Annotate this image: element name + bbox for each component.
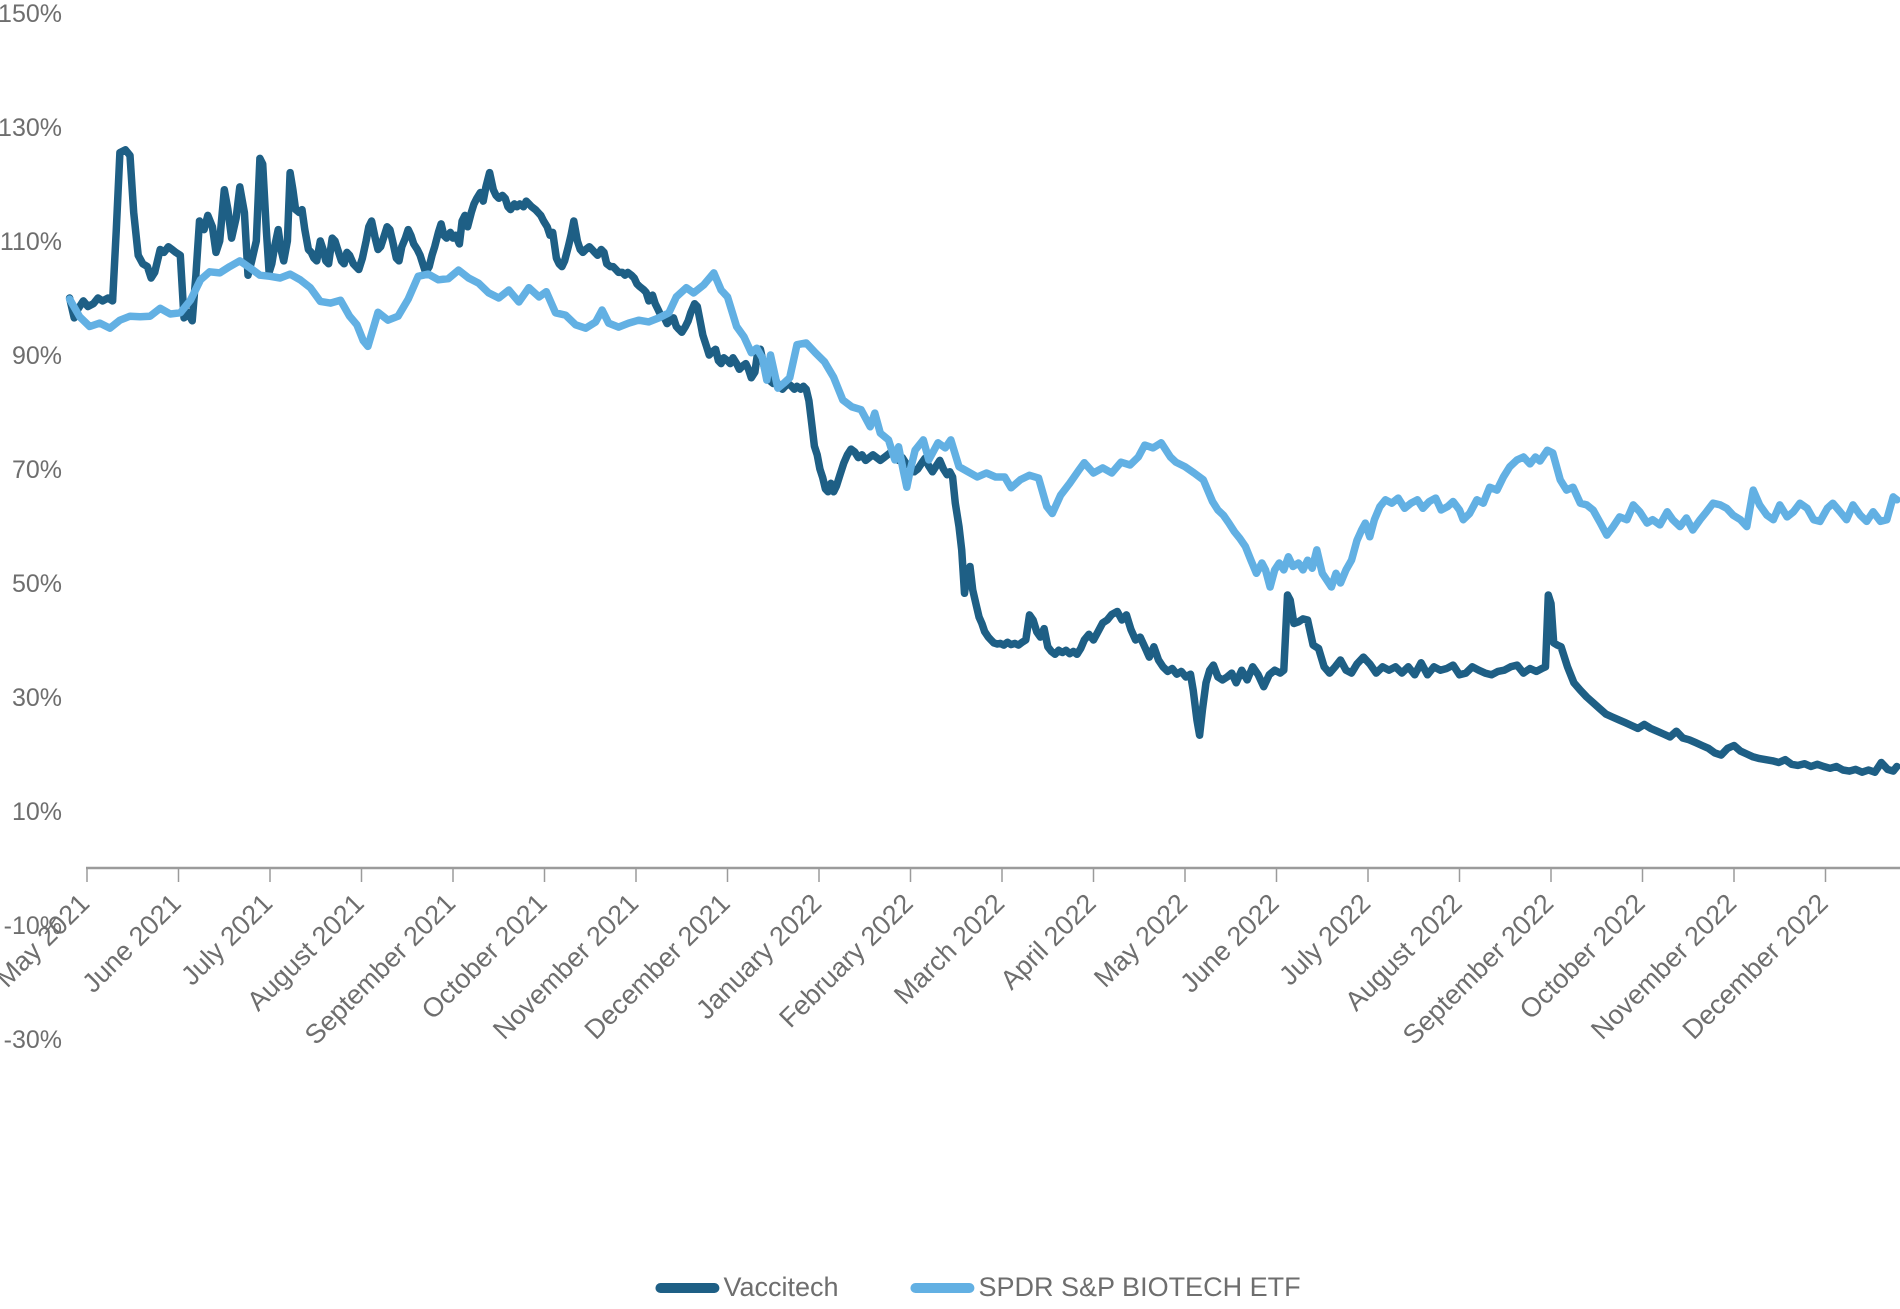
y-axis-label: 150%	[0, 0, 62, 28]
y-axis-label: 70%	[12, 456, 62, 484]
chart-legend: Vaccitech SPDR S&P BIOTECH ETF	[655, 1272, 1301, 1303]
y-axis-label: 50%	[12, 570, 62, 598]
vaccitech-line-swatch-icon	[655, 1282, 720, 1293]
legend-item-vaccitech: Vaccitech	[655, 1272, 839, 1303]
y-axis-label: 30%	[12, 684, 62, 712]
legend-label-vaccitech: Vaccitech	[723, 1272, 839, 1302]
x-axis-label: June 2022	[1174, 888, 1284, 998]
legend-item-spdr: SPDR S&P BIOTECH ETF	[910, 1272, 1301, 1303]
y-axis-label: 130%	[0, 114, 62, 142]
x-axis-label: June 2021	[76, 888, 186, 998]
y-axis-label: -10%	[4, 912, 62, 940]
series-line-spdr	[65, 257, 1900, 591]
series-line-vaccitech	[65, 146, 1900, 776]
y-axis-label: 90%	[12, 342, 62, 370]
y-axis-label: 10%	[12, 798, 62, 826]
x-axis-label: April 2022	[995, 888, 1102, 995]
y-axis-label: 110%	[0, 228, 62, 256]
y-axis-label: -30%	[4, 1026, 62, 1054]
legend-label-spdr: SPDR S&P BIOTECH ETF	[978, 1272, 1301, 1302]
spdr-line-swatch-icon	[910, 1282, 975, 1293]
